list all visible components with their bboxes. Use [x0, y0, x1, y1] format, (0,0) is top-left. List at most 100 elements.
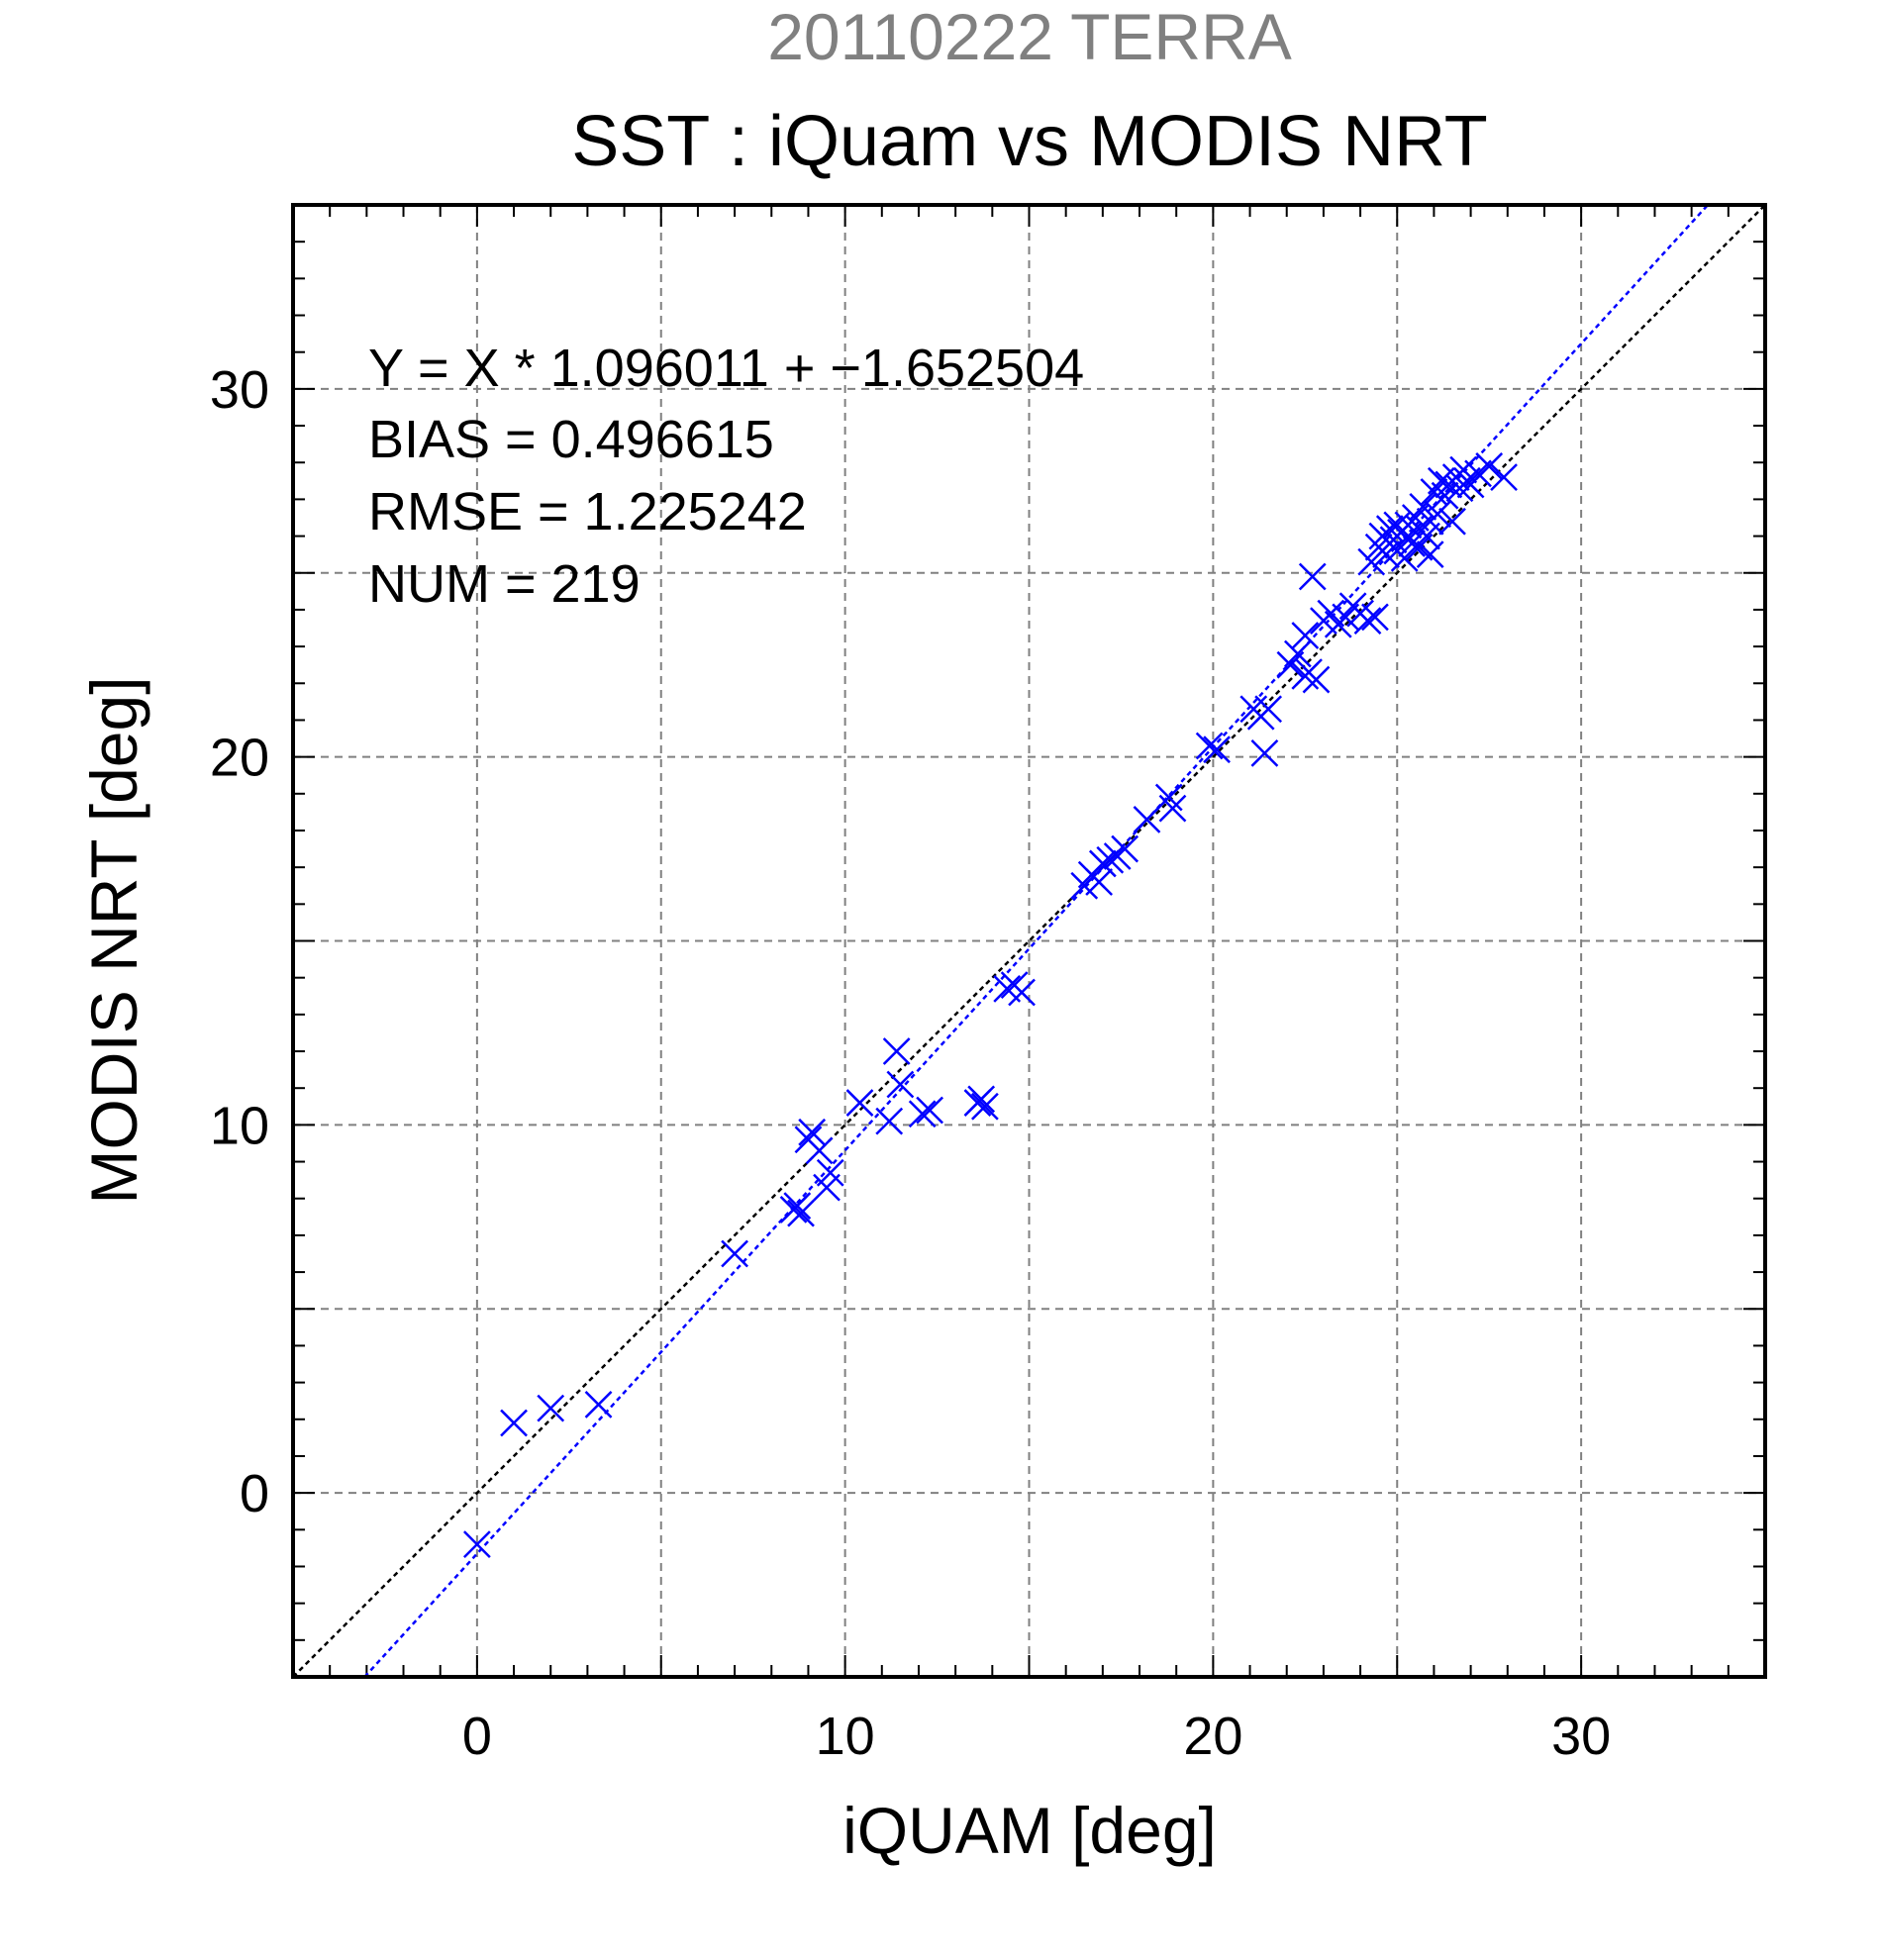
data-point — [1353, 607, 1382, 635]
data-point-stroke — [1438, 507, 1466, 536]
data-point — [1195, 732, 1224, 760]
data-point — [1158, 794, 1187, 823]
data-point — [1375, 515, 1404, 543]
data-point-stroke — [584, 1391, 613, 1419]
data-point-stroke — [1372, 540, 1400, 569]
data-point — [971, 1092, 999, 1121]
data-point — [816, 1158, 844, 1187]
data-point-stroke — [1298, 562, 1327, 591]
stats-line-bias: BIAS = 0.496615 — [368, 410, 774, 469]
data-point-stroke — [886, 1070, 915, 1099]
data-point — [1302, 665, 1331, 694]
data-point-stroke — [1409, 492, 1437, 521]
data-point — [1133, 805, 1161, 833]
data-point-stroke — [1250, 739, 1279, 767]
data-point — [783, 1192, 812, 1221]
data-point — [1085, 868, 1114, 896]
data-point-stroke — [1111, 834, 1139, 863]
data-point — [882, 1037, 911, 1065]
data-point — [1154, 783, 1183, 812]
stats-line-rmse: RMSE = 1.225242 — [368, 482, 807, 541]
data-point — [1298, 562, 1327, 591]
y-tick-label: 0 — [240, 1464, 269, 1523]
data-point — [721, 1239, 748, 1268]
data-point-stroke — [1195, 732, 1224, 760]
data-point-stroke — [875, 1107, 904, 1135]
reference-lines — [292, 204, 1766, 1678]
data-point — [1372, 540, 1400, 569]
data-point-stroke — [1431, 481, 1459, 510]
data-point — [1416, 540, 1444, 569]
data-point — [462, 1530, 491, 1559]
data-point-stroke — [845, 1089, 874, 1117]
data-point-stroke — [805, 1136, 834, 1165]
data-point — [1291, 622, 1320, 649]
data-point-stroke — [798, 1118, 827, 1146]
data-point-stroke — [1416, 540, 1444, 569]
data-point — [1283, 639, 1312, 668]
data-point — [787, 1199, 815, 1227]
data-point-stroke — [1449, 455, 1478, 484]
data-point-stroke — [1008, 978, 1036, 1007]
data-point-stroke — [1317, 599, 1345, 628]
data-point — [1361, 603, 1389, 632]
data-point — [537, 1394, 565, 1422]
y-tick-label: 30 — [210, 360, 269, 420]
data-point-stroke — [971, 1092, 999, 1121]
data-point — [845, 1089, 874, 1117]
data-point-stroke — [1424, 500, 1452, 529]
y-tick-label: 10 — [210, 1096, 269, 1155]
data-point-stroke — [1096, 845, 1125, 874]
data-point — [1008, 978, 1036, 1007]
data-point — [1250, 739, 1279, 767]
chart-title: 20110222 TERRA — [767, 0, 1292, 73]
data-point — [798, 1118, 827, 1146]
data-point-stroke — [537, 1394, 565, 1422]
data-point — [500, 1409, 528, 1437]
data-point-stroke — [1085, 868, 1114, 896]
data-point-stroke — [1088, 849, 1117, 878]
grid-lines — [293, 205, 1765, 1677]
data-point-stroke — [816, 1158, 844, 1187]
data-point-stroke — [1353, 607, 1382, 635]
data-point — [805, 1136, 834, 1165]
data-point — [584, 1391, 613, 1419]
data-point-stroke — [1158, 794, 1187, 823]
data-point-stroke — [1405, 515, 1434, 543]
data-point — [1490, 463, 1518, 491]
y-tick-label: 20 — [210, 729, 269, 788]
chart-subtitle: SST : iQuam vs MODIS NRT — [571, 102, 1488, 181]
data-point-stroke — [500, 1409, 528, 1437]
y-axis-label: MODIS NRT [deg] — [77, 676, 150, 1204]
data-point-stroke — [1398, 530, 1427, 557]
data-point-stroke — [721, 1239, 748, 1268]
data-point — [1409, 492, 1437, 521]
x-tick-label: 10 — [816, 1707, 875, 1766]
data-point-stroke — [1375, 515, 1404, 543]
data-point — [967, 1085, 996, 1114]
data-point — [1096, 845, 1125, 874]
data-point-stroke — [787, 1199, 815, 1227]
data-point — [1088, 849, 1117, 878]
data-point-stroke — [1490, 463, 1518, 491]
data-point-stroke — [1291, 622, 1320, 649]
data-point-stroke — [1283, 639, 1312, 668]
regression-line — [363, 204, 1709, 1678]
data-point-stroke — [882, 1037, 911, 1065]
data-point-stroke — [1203, 735, 1231, 764]
data-point — [1424, 500, 1452, 529]
data-point-stroke — [908, 1100, 937, 1128]
data-point-stroke — [1133, 805, 1161, 833]
x-tick-label: 0 — [462, 1707, 492, 1766]
data-point — [886, 1070, 915, 1099]
data-point-stroke — [1154, 783, 1183, 812]
x-tick-label: 20 — [1183, 1707, 1242, 1766]
data-point — [1431, 481, 1459, 510]
stats-line-num: NUM = 219 — [368, 554, 641, 614]
data-point — [1375, 530, 1404, 557]
data-point — [875, 1107, 904, 1135]
data-point-stroke — [1361, 603, 1389, 632]
data-point-stroke — [1475, 452, 1504, 480]
data-point — [1398, 530, 1427, 557]
data-point-stroke — [916, 1096, 944, 1125]
